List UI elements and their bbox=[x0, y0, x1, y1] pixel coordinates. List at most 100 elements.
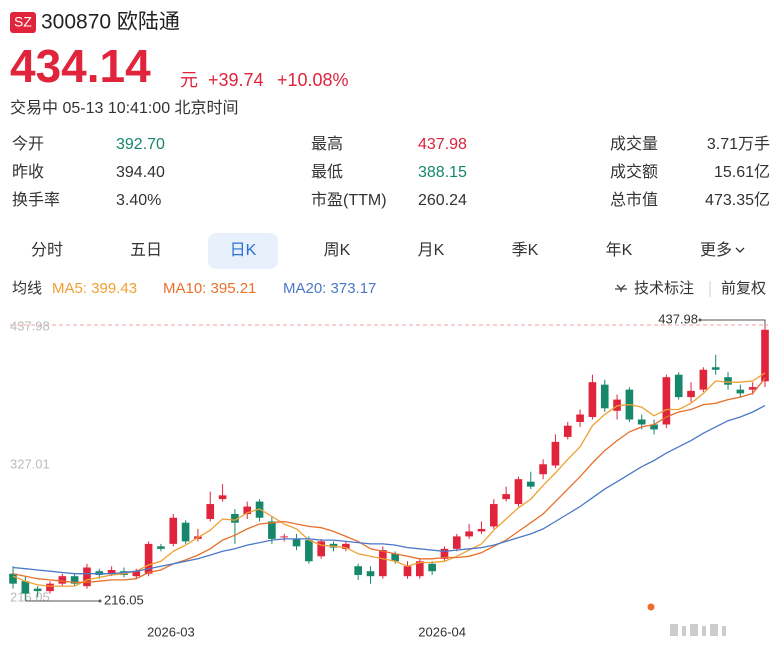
legend-entry: MA20: 373.17 bbox=[283, 280, 376, 297]
candle-body bbox=[317, 541, 326, 557]
candle-body bbox=[342, 543, 350, 549]
min-label: 216.05 bbox=[104, 592, 144, 607]
y-tick-label: 327.01 bbox=[10, 456, 50, 471]
candle-body bbox=[440, 548, 449, 559]
candle-body bbox=[292, 538, 301, 547]
status: 交易中 05-13 10:41:00 北京时间 bbox=[10, 99, 239, 117]
candle-body bbox=[218, 495, 227, 500]
candle-body bbox=[354, 566, 363, 575]
dot bbox=[647, 603, 655, 611]
stat-value: 392.70 bbox=[116, 136, 165, 153]
candle-body bbox=[452, 536, 461, 549]
stat-label: 市盈(TTM) bbox=[311, 191, 387, 209]
x-tick-label: 2026-03 bbox=[147, 624, 195, 639]
min-dot bbox=[98, 599, 102, 603]
candle-body bbox=[489, 504, 498, 527]
candle-body bbox=[761, 329, 769, 382]
stat-label: 最高 bbox=[311, 135, 343, 153]
stock-name: 300870 欧陆通 bbox=[41, 11, 180, 34]
max-dot bbox=[698, 318, 702, 322]
candle-body bbox=[144, 543, 153, 574]
stat-label: 最低 bbox=[311, 163, 343, 181]
candle-body bbox=[366, 571, 375, 577]
candle-body bbox=[588, 382, 597, 417]
candle-body bbox=[428, 563, 436, 572]
candle-body bbox=[415, 561, 424, 577]
tab[interactable]: 季K bbox=[512, 241, 539, 259]
candle-body bbox=[563, 425, 572, 437]
candle-body bbox=[514, 479, 523, 505]
candle-body bbox=[551, 441, 560, 466]
tab[interactable]: 分时 bbox=[31, 241, 63, 259]
change: +39.74 bbox=[208, 70, 264, 90]
tab[interactable]: 周K bbox=[324, 242, 351, 259]
candle-body bbox=[576, 414, 584, 422]
stat-value: 15.61亿 bbox=[714, 163, 770, 181]
candle-body bbox=[637, 419, 646, 425]
candle-body bbox=[157, 546, 165, 549]
candle-body bbox=[268, 521, 276, 539]
candle-body bbox=[674, 374, 683, 398]
candle-body bbox=[526, 481, 535, 487]
y-tick-label: 216.05 bbox=[10, 589, 50, 604]
tab[interactable]: 年K bbox=[606, 241, 633, 259]
change-pct: +10.08% bbox=[277, 70, 349, 90]
stat-value: 437.98 bbox=[418, 136, 467, 153]
candle-body bbox=[711, 367, 720, 370]
candle-body bbox=[391, 553, 399, 562]
stat-value: 394.40 bbox=[116, 164, 165, 181]
candle-body bbox=[243, 506, 252, 515]
candle-body bbox=[379, 550, 387, 577]
candle-body bbox=[600, 384, 609, 409]
stat-label: 今开 bbox=[12, 135, 44, 153]
max-pointer bbox=[700, 319, 766, 325]
candle-body bbox=[724, 377, 732, 385]
candle-body bbox=[107, 569, 116, 574]
candle-body bbox=[21, 581, 30, 594]
tool-icon bbox=[615, 284, 627, 292]
tool[interactable]: 前复权 bbox=[721, 279, 766, 297]
candle-body bbox=[403, 566, 412, 577]
stat-label: 昨收 bbox=[12, 163, 44, 181]
tab[interactable]: 月K bbox=[418, 242, 445, 259]
stat-label: 换手率 bbox=[12, 191, 60, 209]
tab[interactable]: 更多 bbox=[700, 241, 732, 259]
candle-body bbox=[736, 389, 745, 394]
candle-body bbox=[132, 571, 141, 577]
candle-body bbox=[83, 567, 91, 587]
candle-body bbox=[169, 517, 178, 544]
ma-line bbox=[12, 405, 766, 575]
tool[interactable]: 技术标注 bbox=[634, 280, 694, 297]
chevron bbox=[735, 247, 745, 253]
stat-value: 3.71万手 bbox=[707, 135, 770, 153]
stat-value: 260.24 bbox=[418, 192, 467, 209]
price: 434.14 bbox=[10, 40, 151, 92]
ma-line bbox=[12, 372, 766, 587]
watermark bbox=[670, 624, 726, 636]
candle-body bbox=[46, 583, 54, 592]
stat-label: 总市值 bbox=[610, 191, 658, 209]
candle-body bbox=[539, 464, 547, 475]
stat-label: 成交额 bbox=[610, 163, 658, 181]
tab[interactable]: 五日 bbox=[130, 242, 162, 259]
indicator-label: 均线 bbox=[12, 280, 42, 297]
x-tick-label: 2026-04 bbox=[418, 624, 466, 639]
candle-body bbox=[70, 576, 79, 584]
max-label: 437.98 bbox=[658, 311, 698, 326]
market: SZ bbox=[14, 14, 32, 30]
stat-value: 388.15 bbox=[418, 164, 467, 181]
tab[interactable]: 日K bbox=[230, 242, 257, 259]
candle-body bbox=[280, 536, 289, 538]
price-unit: 元 bbox=[180, 70, 198, 90]
candle-body bbox=[748, 387, 757, 390]
candle-body bbox=[699, 369, 708, 390]
candle-body bbox=[650, 424, 658, 430]
candle-body bbox=[33, 588, 42, 592]
candle-body bbox=[662, 377, 671, 425]
market-badge bbox=[10, 12, 36, 33]
candle-body bbox=[687, 390, 695, 398]
candle-body bbox=[58, 576, 67, 584]
legend-entry: MA10: 395.21 bbox=[163, 280, 256, 297]
